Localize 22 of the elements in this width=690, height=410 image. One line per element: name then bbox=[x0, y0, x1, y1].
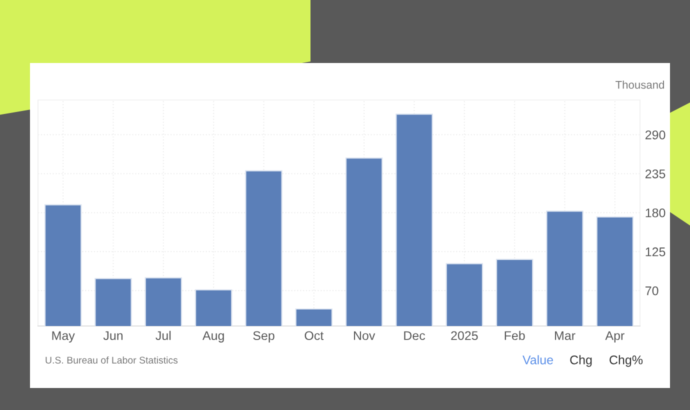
y-tick-label: 70 bbox=[646, 286, 658, 296]
x-tick-label: Mar bbox=[555, 331, 576, 340]
x-tick-label: Jun bbox=[103, 331, 123, 340]
y-tick-label: 125 bbox=[646, 247, 666, 256]
text: Chg% bbox=[610, 355, 643, 367]
y-tick-label: 180 bbox=[646, 208, 666, 218]
x-tick-label: Nov bbox=[354, 331, 376, 340]
y-tick-label: 290 bbox=[645, 130, 666, 140]
x-tick-label: Oct bbox=[304, 331, 324, 340]
y-tick-label: 235 bbox=[645, 169, 666, 178]
x-tick-label: Feb bbox=[504, 330, 525, 340]
x-tick-label: Jul bbox=[156, 330, 171, 340]
text: Value bbox=[522, 355, 553, 364]
x-tick-label: May bbox=[52, 331, 75, 343]
x-tick-label: 2025 bbox=[451, 331, 478, 340]
x-tick-label: Dec bbox=[404, 331, 426, 340]
x-tick-label: Apr bbox=[605, 331, 624, 343]
text: Chg bbox=[570, 355, 592, 367]
text: U.S. Bureau of Labor Statistics bbox=[46, 356, 178, 364]
y-axis-title: Thousand bbox=[616, 80, 664, 89]
x-tick-label: Aug bbox=[202, 331, 224, 343]
x-tick-label: Sep bbox=[253, 331, 274, 343]
